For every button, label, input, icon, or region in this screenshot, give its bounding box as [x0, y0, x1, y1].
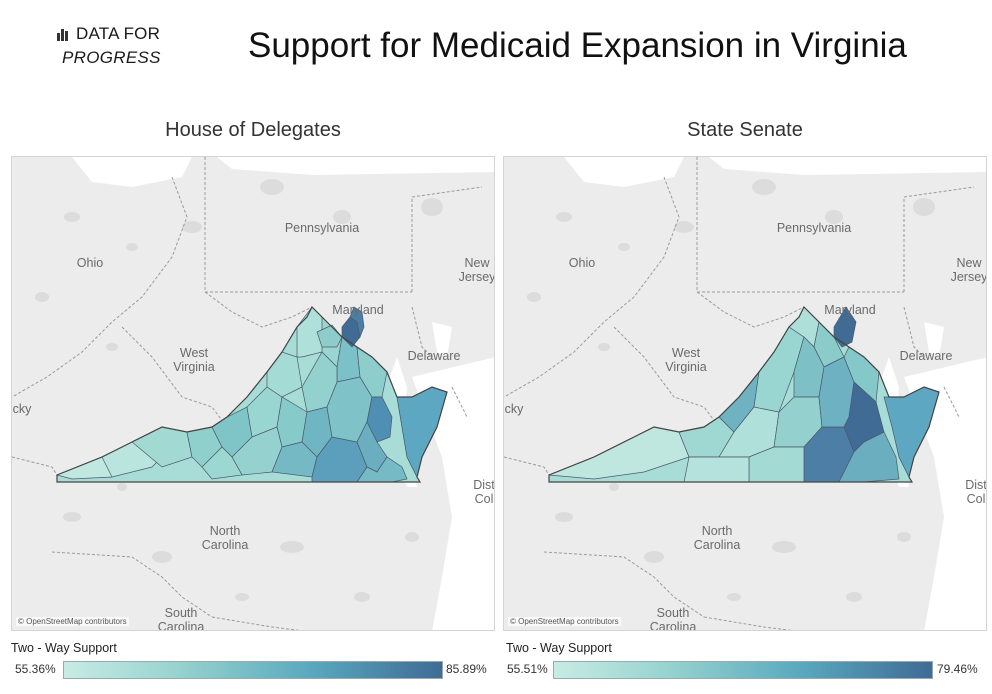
label-jersey: Jersey: [459, 270, 495, 284]
map-state-senate[interactable]: Ohio Pennsylvania New Jersey Maryland De…: [503, 156, 987, 631]
label-ohio: Ohio: [569, 256, 595, 270]
label-delaware: Delaware: [900, 349, 953, 363]
legend-gradient-bar: [63, 661, 443, 679]
label-kentucky: cky: [13, 402, 33, 416]
logo-text-line2: PROGRESS: [62, 48, 161, 67]
map-house-of-delegates[interactable]: Ohio Pennsylvania New Jersey Maryland De…: [11, 156, 495, 631]
virginia-districts[interactable]: [548, 306, 940, 483]
legend-title-senate: Two - Way Support: [506, 641, 612, 655]
label-south-carolina: Carolina: [650, 620, 697, 631]
logo-text-line1: DATA FOR: [76, 24, 161, 43]
label-dist: Dist: [473, 478, 495, 492]
label-west: West: [672, 346, 701, 360]
label-west: West: [180, 346, 209, 360]
page-title: Support for Medicaid Expansion in Virgin…: [248, 26, 907, 65]
map-attribution[interactable]: © OpenStreetMap contributors: [16, 617, 129, 626]
label-south: South: [657, 606, 690, 620]
label-pennsylvania: Pennsylvania: [777, 221, 851, 235]
label-north: North: [702, 524, 733, 538]
data-for-progress-logo: DATA FOR PROGRESS: [57, 24, 187, 70]
label-maryland: Maryland: [332, 303, 383, 317]
state-borders: [504, 157, 975, 630]
label-north-carolina: Carolina: [202, 538, 249, 552]
label-dist: Dist: [965, 478, 987, 492]
label-north-carolina: Carolina: [694, 538, 741, 552]
legend-max-value: 85.89%: [446, 662, 487, 676]
lake-erie: [72, 157, 192, 187]
virginia-outline: [548, 305, 940, 483]
legend-gradient-bar: [553, 661, 933, 679]
label-west-virginia: Virginia: [665, 360, 707, 374]
lake-ontario: [709, 157, 986, 175]
label-new: New: [464, 256, 490, 270]
map-canvas[interactable]: Ohio Pennsylvania New Jersey Maryland De…: [12, 157, 495, 631]
lake-erie: [564, 157, 684, 187]
legend-house: 55.36% 85.89%: [11, 661, 495, 679]
label-pennsylvania: Pennsylvania: [285, 221, 359, 235]
map-attribution[interactable]: © OpenStreetMap contributors: [508, 617, 621, 626]
delaware-bay: [924, 322, 944, 357]
label-ohio: Ohio: [77, 256, 103, 270]
legend-senate: 55.51% 79.46%: [503, 661, 987, 679]
bar-chart-icon: [57, 29, 68, 41]
label-west-virginia: Virginia: [173, 360, 215, 374]
lakes: [527, 179, 935, 602]
label-delaware: Delaware: [408, 349, 461, 363]
legend-min-value: 55.36%: [15, 662, 56, 676]
state-borders: [12, 157, 483, 630]
label-south-carolina: Carolina: [158, 620, 205, 631]
label-maryland: Maryland: [824, 303, 875, 317]
delaware-bay: [432, 322, 452, 357]
legend-title-house: Two - Way Support: [11, 641, 117, 655]
virginia-outline: [56, 305, 448, 483]
label-north: North: [210, 524, 241, 538]
legend-max-value: 79.46%: [937, 662, 978, 676]
virginia-districts[interactable]: [55, 306, 448, 483]
panel-title-house: House of Delegates: [165, 119, 341, 141]
label-kentucky: cky: [505, 402, 525, 416]
lake-ontario: [217, 157, 494, 175]
label-south: South: [165, 606, 198, 620]
panel-title-senate: State Senate: [687, 119, 803, 141]
map-canvas[interactable]: Ohio Pennsylvania New Jersey Maryland De…: [504, 157, 987, 631]
label-new: New: [956, 256, 982, 270]
lakes: [35, 179, 443, 602]
label-col: Col: [967, 492, 986, 506]
label-jersey: Jersey: [951, 270, 987, 284]
label-col: Col: [475, 492, 494, 506]
legend-min-value: 55.51%: [507, 662, 548, 676]
